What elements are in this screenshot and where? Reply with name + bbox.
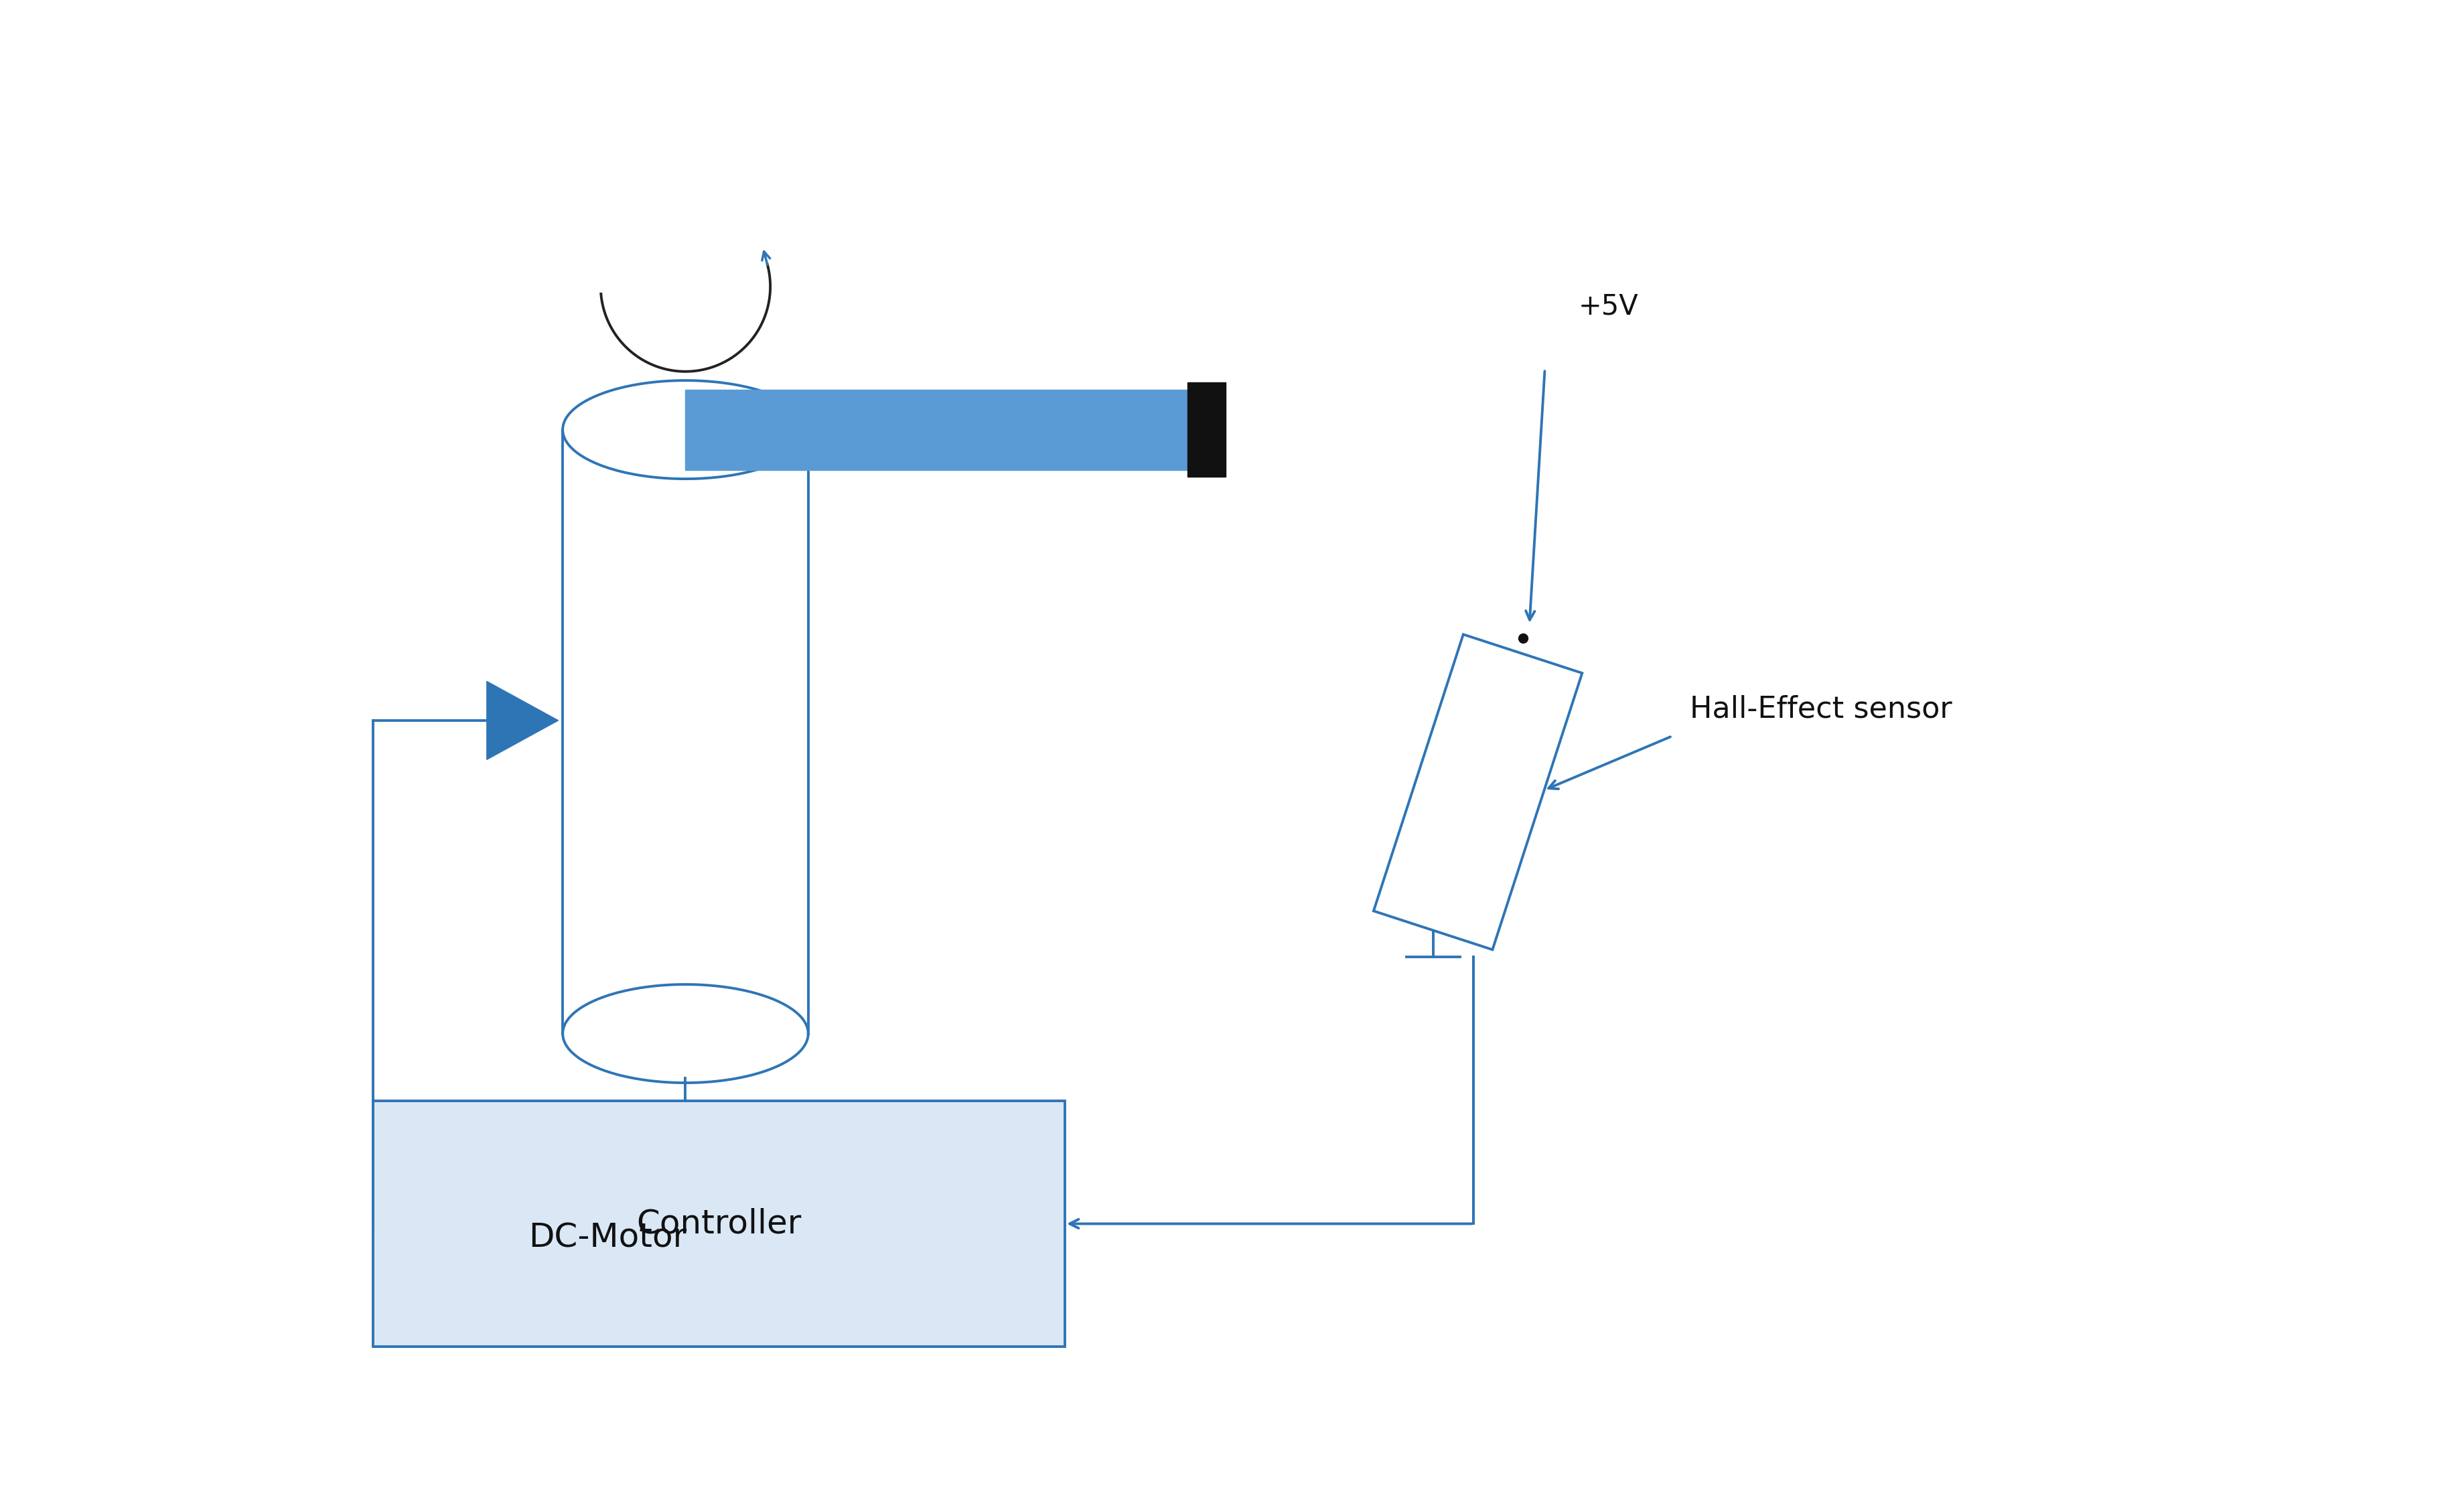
Polygon shape [685, 389, 1188, 470]
Text: Hall-Effect sensor: Hall-Effect sensor [1690, 695, 1951, 724]
Text: Controller: Controller [636, 1208, 801, 1240]
Polygon shape [1372, 635, 1582, 950]
Polygon shape [1188, 383, 1225, 477]
Text: DC-Motor: DC-Motor [527, 1221, 687, 1253]
Polygon shape [488, 682, 557, 760]
Text: +5V: +5V [1577, 293, 1639, 321]
FancyBboxPatch shape [372, 1101, 1064, 1347]
